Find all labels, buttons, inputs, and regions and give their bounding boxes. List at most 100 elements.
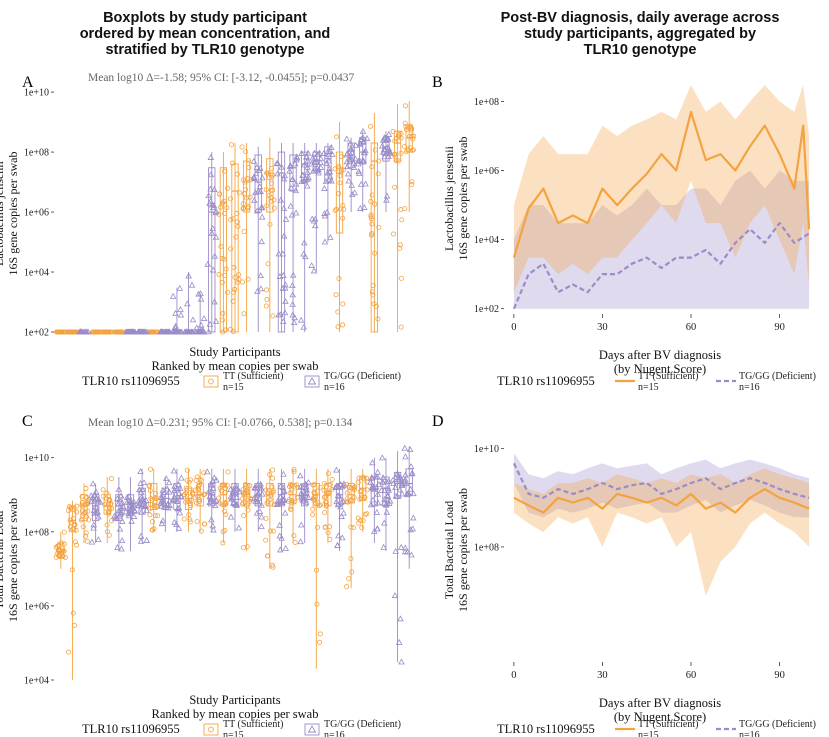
data-point bbox=[340, 167, 346, 173]
data-point bbox=[359, 157, 367, 164]
data-point bbox=[337, 503, 344, 510]
legend-title-C: TLR10 rs11096955 bbox=[82, 722, 180, 736]
data-point bbox=[395, 638, 403, 645]
data-point bbox=[324, 169, 332, 176]
data-point bbox=[339, 482, 347, 489]
data-point bbox=[325, 157, 333, 164]
data-point bbox=[95, 495, 102, 502]
data-point bbox=[219, 482, 225, 488]
data-point bbox=[115, 329, 121, 335]
data-point bbox=[232, 286, 238, 292]
participant-box-A-9 bbox=[146, 329, 161, 335]
data-point bbox=[67, 524, 73, 530]
data-point bbox=[241, 229, 247, 235]
legend-key-tt-point-C bbox=[208, 726, 214, 733]
data-point bbox=[78, 517, 84, 523]
data-point bbox=[325, 530, 331, 536]
data-point bbox=[152, 513, 158, 519]
y-tick-label-A-2: 1e+06 bbox=[24, 208, 49, 219]
data-point bbox=[300, 323, 308, 330]
data-point bbox=[155, 513, 161, 519]
data-point bbox=[270, 528, 276, 534]
data-point bbox=[170, 467, 178, 474]
data-point bbox=[407, 526, 414, 533]
data-point bbox=[126, 498, 133, 505]
data-point bbox=[269, 562, 275, 568]
data-point bbox=[59, 545, 65, 551]
data-point bbox=[236, 277, 242, 283]
data-point bbox=[368, 474, 375, 481]
participant-box-C-12 bbox=[181, 467, 196, 532]
mean-line-tt-D bbox=[513, 488, 810, 514]
participant-box-C-3 bbox=[78, 483, 91, 544]
data-point bbox=[304, 169, 311, 175]
data-point bbox=[139, 486, 146, 492]
data-point bbox=[169, 292, 177, 299]
data-point bbox=[297, 490, 305, 497]
y-tick-label-B-3: 1e+08 bbox=[474, 97, 499, 108]
participant-box-C-4 bbox=[87, 480, 104, 545]
data-point bbox=[384, 136, 391, 143]
data-point bbox=[130, 513, 138, 519]
data-point bbox=[161, 488, 168, 495]
data-point bbox=[402, 103, 408, 109]
data-point bbox=[235, 524, 243, 531]
data-point bbox=[303, 489, 310, 496]
data-point bbox=[233, 494, 240, 500]
data-point bbox=[324, 147, 332, 154]
data-point bbox=[360, 474, 366, 480]
data-point bbox=[295, 484, 301, 490]
y-tick-label-C-3: 1e+10 bbox=[24, 453, 49, 464]
data-point bbox=[348, 485, 354, 491]
data-point bbox=[91, 491, 99, 498]
data-point bbox=[80, 513, 86, 519]
data-point bbox=[310, 267, 318, 274]
participant-box-A-22 bbox=[297, 143, 312, 332]
data-point bbox=[369, 482, 376, 489]
data-point bbox=[398, 135, 404, 141]
data-point bbox=[222, 490, 228, 496]
data-point bbox=[280, 497, 287, 503]
data-point bbox=[242, 492, 248, 498]
data-point bbox=[115, 500, 122, 507]
participant-box-C-13 bbox=[193, 468, 208, 534]
data-point bbox=[406, 125, 412, 131]
data-point bbox=[57, 554, 63, 560]
data-point bbox=[402, 453, 409, 460]
right-title-line-2: study participants, aggregated by bbox=[523, 26, 757, 42]
participant-box-C-19 bbox=[263, 467, 277, 570]
data-point bbox=[321, 212, 329, 219]
data-point bbox=[360, 518, 366, 524]
data-point bbox=[116, 525, 124, 532]
data-point bbox=[292, 209, 300, 216]
participant-box-A-2 bbox=[65, 329, 80, 335]
ci-band-tt-D bbox=[513, 468, 810, 597]
participant-box-C-11 bbox=[169, 467, 185, 532]
data-point bbox=[192, 328, 200, 335]
legend-tg-label-B: TG/GG (Deficient) bbox=[739, 371, 816, 382]
data-point bbox=[362, 147, 369, 154]
data-point bbox=[209, 225, 217, 231]
participant-box-C-29 bbox=[378, 454, 394, 552]
data-point bbox=[336, 190, 342, 196]
data-point bbox=[362, 512, 368, 518]
data-point bbox=[304, 149, 312, 156]
data-point bbox=[291, 533, 297, 539]
data-point bbox=[140, 328, 147, 335]
data-point bbox=[244, 195, 250, 201]
data-point bbox=[356, 475, 362, 481]
data-point bbox=[282, 544, 290, 551]
data-point bbox=[311, 159, 318, 165]
data-point bbox=[90, 521, 98, 528]
data-point bbox=[216, 211, 222, 217]
data-point bbox=[335, 324, 341, 330]
data-point bbox=[223, 500, 229, 506]
stats-annotation-C: Mean log10 Δ=0.231; 95% CI: [-0.0766, 0.… bbox=[88, 417, 353, 429]
data-point bbox=[232, 274, 238, 280]
data-point bbox=[125, 493, 133, 499]
data-point bbox=[346, 484, 352, 490]
data-point bbox=[392, 547, 399, 554]
data-point bbox=[95, 498, 102, 505]
participant-box-A-21 bbox=[286, 143, 301, 332]
data-point bbox=[321, 494, 327, 500]
